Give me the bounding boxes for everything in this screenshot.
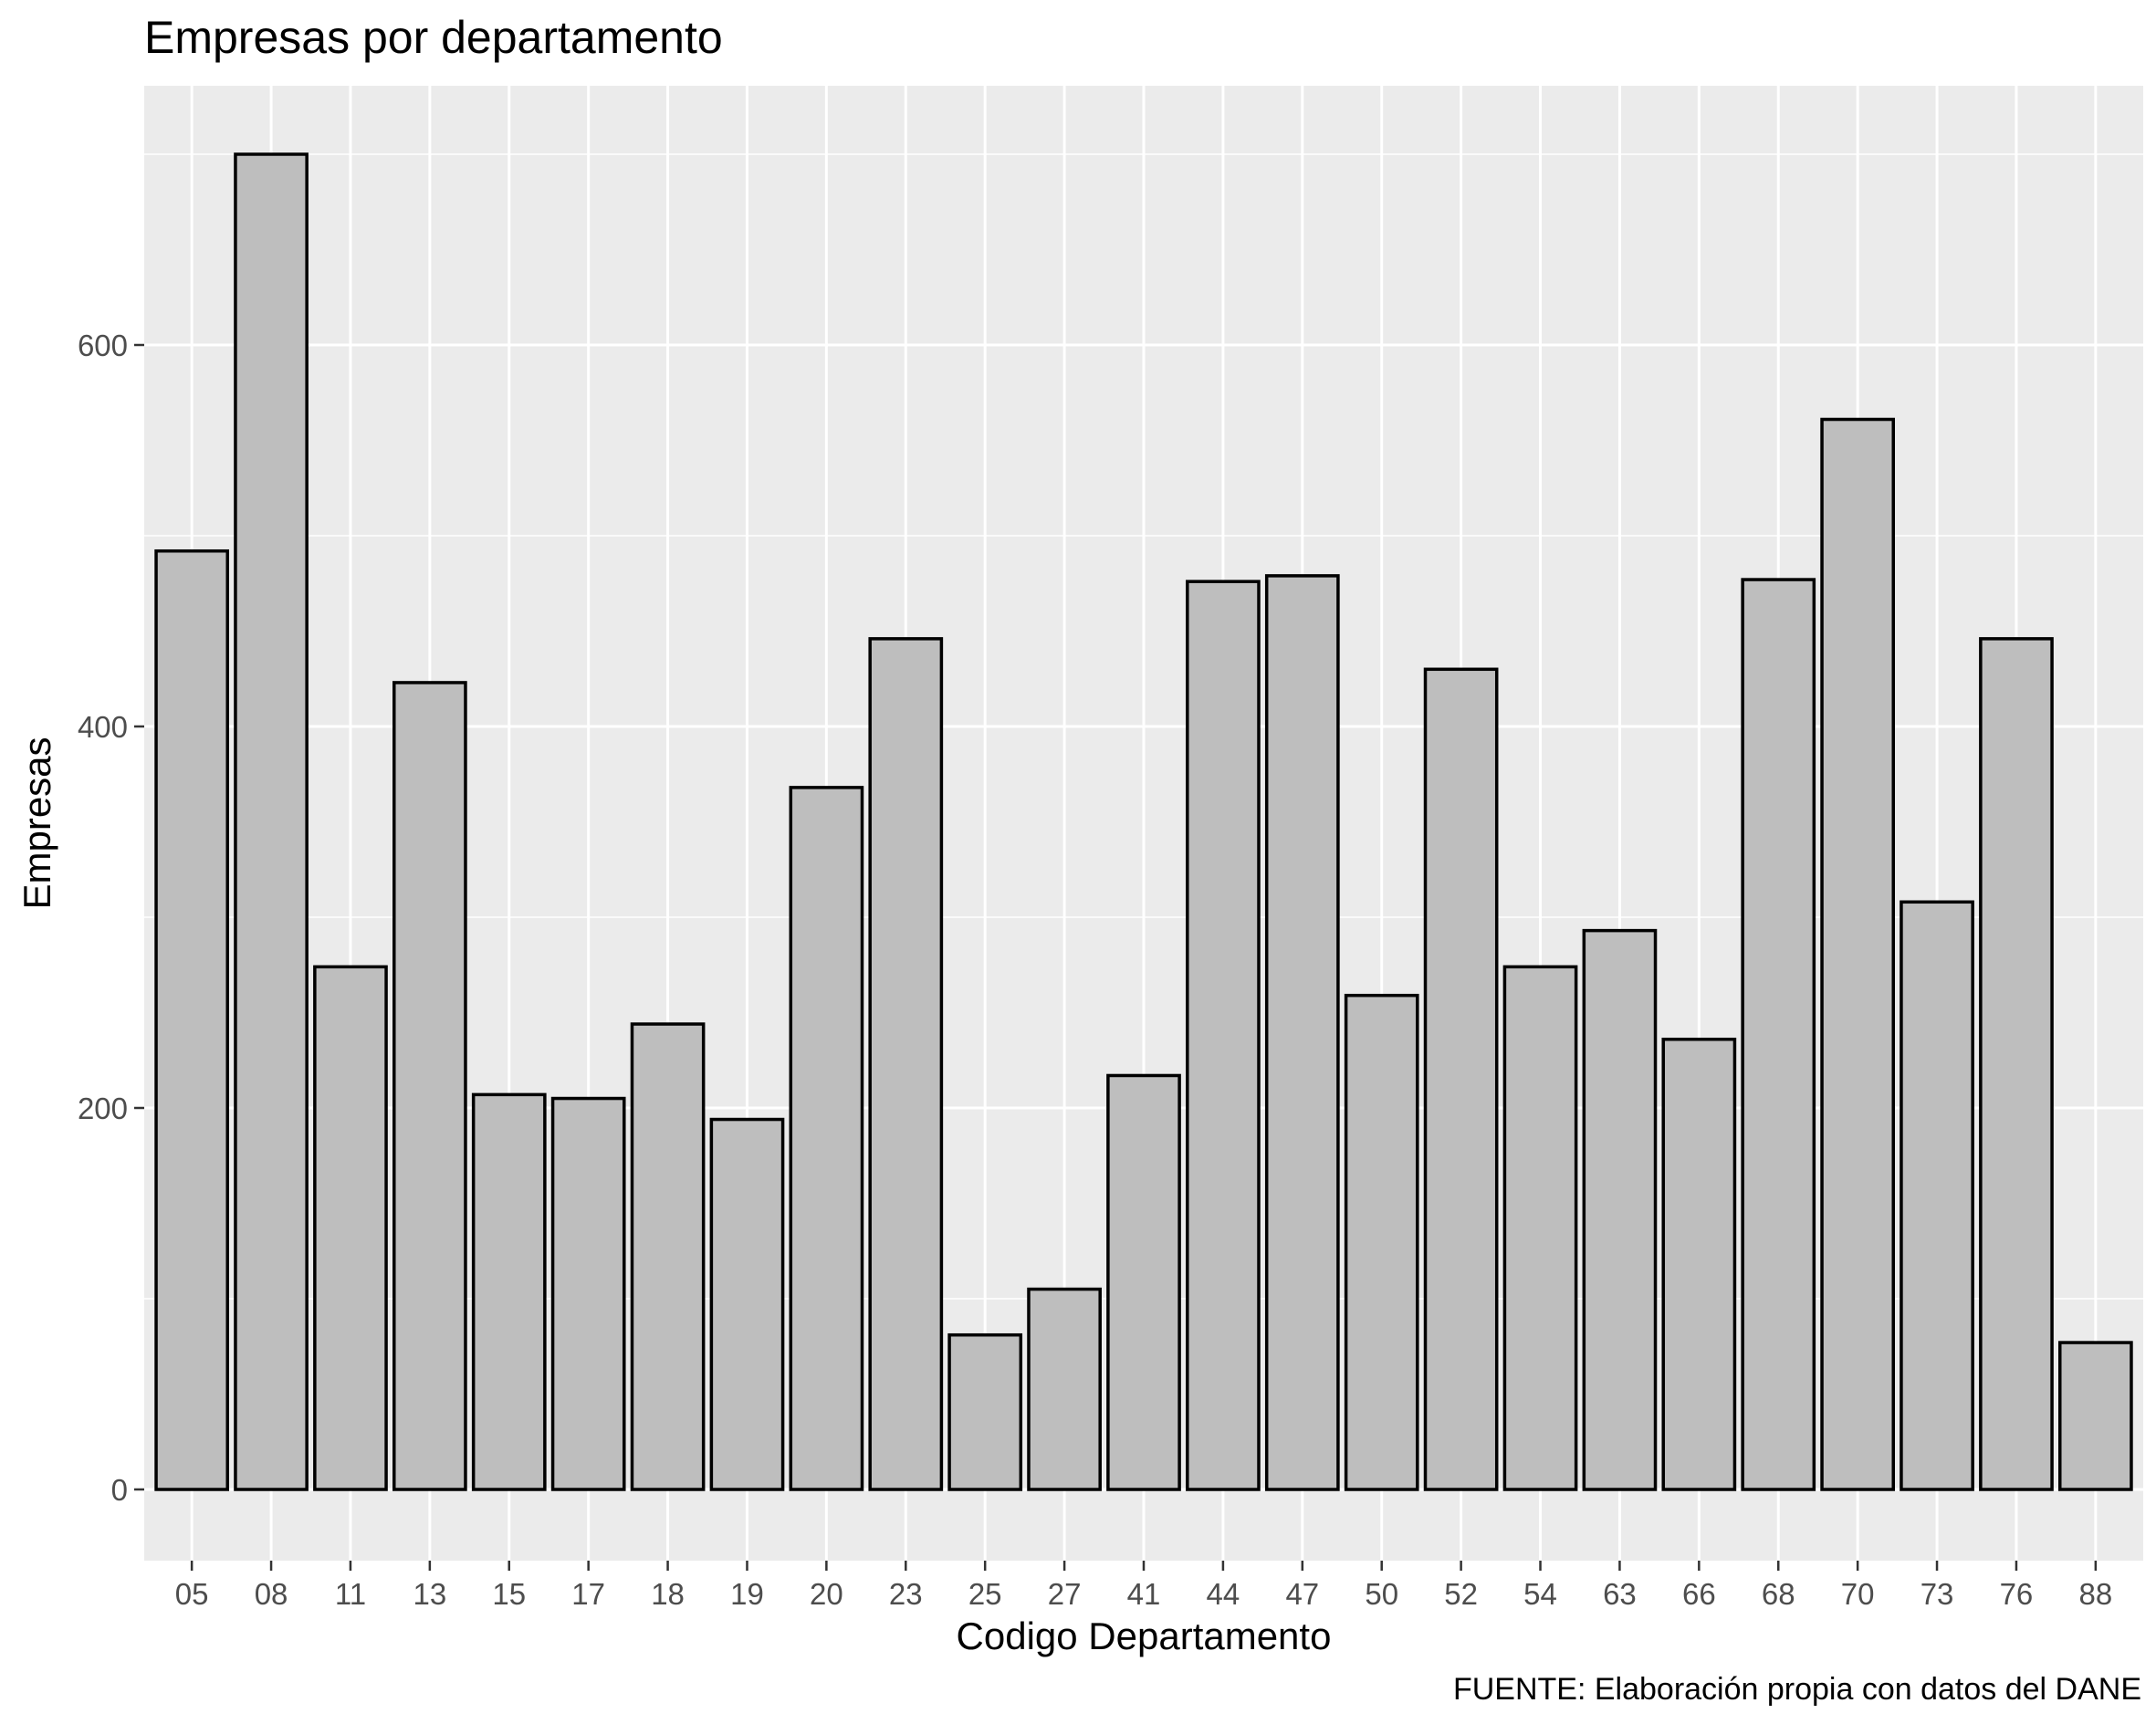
x-tick-label-47: 47 (1285, 1577, 1319, 1611)
x-tick-label-05: 05 (175, 1577, 209, 1611)
x-tick-label-73: 73 (1921, 1577, 1954, 1611)
x-tick-label-25: 25 (968, 1577, 1002, 1611)
x-tick-label-52: 52 (1444, 1577, 1478, 1611)
x-axis-title: Codigo Departamento (957, 1614, 1332, 1657)
x-tick-label-20: 20 (810, 1577, 843, 1611)
bar-08 (234, 152, 309, 1491)
y-tick-label: 0 (111, 1473, 128, 1507)
bar-88 (2058, 1341, 2133, 1491)
bar-47 (1264, 574, 1340, 1491)
x-tick-label-18: 18 (651, 1577, 685, 1611)
x-tick-label-19: 19 (730, 1577, 764, 1611)
bar-11 (313, 965, 388, 1491)
bars (154, 152, 2133, 1491)
bar-73 (1900, 900, 1974, 1491)
bar-70 (1820, 417, 1896, 1491)
bar-76 (1979, 637, 2054, 1491)
x-tick-label-66: 66 (1682, 1577, 1716, 1611)
bar-66 (1661, 1038, 1737, 1491)
x-tick-label-44: 44 (1207, 1577, 1240, 1611)
bar-17 (550, 1096, 626, 1491)
bar-23 (868, 637, 944, 1491)
bar-41 (1106, 1073, 1181, 1491)
x-tick-label-54: 54 (1523, 1577, 1557, 1611)
bar-18 (630, 1022, 706, 1491)
bar-19 (709, 1117, 785, 1491)
x-axis: 05 08 11 13 15 17 18 19 20 23 25 27 41 44 47 50 52 54 63 66… (175, 1561, 2112, 1611)
bar-20 (789, 786, 864, 1491)
x-tick-label-76: 76 (2000, 1577, 2034, 1611)
x-tick-label-68: 68 (1762, 1577, 1795, 1611)
bar-68 (1741, 578, 1816, 1491)
x-tick-label-11: 11 (335, 1577, 366, 1611)
x-tick-label-17: 17 (571, 1577, 605, 1611)
bar-27 (1027, 1287, 1102, 1491)
bar-44 (1186, 580, 1261, 1491)
bar-54 (1502, 965, 1578, 1491)
x-tick-label-50: 50 (1365, 1577, 1398, 1611)
bar-05 (154, 549, 230, 1491)
x-tick-label-23: 23 (889, 1577, 923, 1611)
x-tick-label-70: 70 (1841, 1577, 1875, 1611)
bar-13 (392, 681, 467, 1491)
chart-title: Empresas por departamento (144, 12, 723, 63)
bar-52 (1423, 667, 1499, 1491)
bar-63 (1582, 928, 1658, 1491)
y-tick-label: 400 (78, 710, 128, 744)
x-tick-label-15: 15 (492, 1577, 526, 1611)
y-axis: 0 200 400 600 (78, 329, 144, 1507)
x-tick-label-41: 41 (1127, 1577, 1161, 1611)
x-tick-label-63: 63 (1603, 1577, 1637, 1611)
bar-50 (1344, 993, 1419, 1491)
bar-25 (947, 1332, 1023, 1491)
x-tick-label-13: 13 (413, 1577, 446, 1611)
y-tick-label: 600 (78, 329, 128, 362)
x-tick-label-27: 27 (1048, 1577, 1082, 1611)
x-tick-label-08: 08 (255, 1577, 288, 1611)
x-tick-label-88: 88 (2078, 1577, 2112, 1611)
y-axis-title: Empresas (16, 737, 58, 909)
y-tick-label: 200 (78, 1092, 128, 1125)
bar-15 (471, 1092, 547, 1491)
chart-caption: FUENTE: Elaboración propia con datos del… (1453, 1672, 2141, 1707)
